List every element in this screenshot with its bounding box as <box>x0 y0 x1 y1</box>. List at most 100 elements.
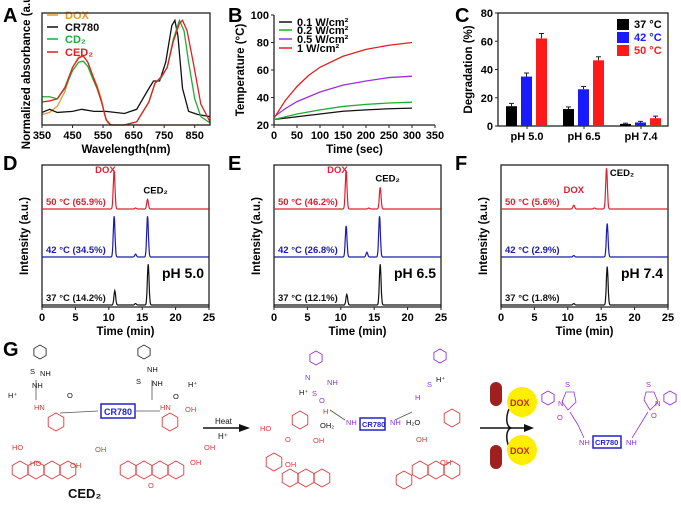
x-axis-label: Time (min) <box>329 326 387 338</box>
ring <box>281 468 299 488</box>
chart-c: pH 5.0 pH 6.5 pH 7.4 37 °C42 °C50 °C 0 20 40 60… <box>463 8 669 143</box>
x-axis-label: Time (min) <box>556 326 614 338</box>
x-tick-label: 20 <box>401 312 413 324</box>
x-axis-label: Time (sec) <box>326 144 383 156</box>
bar <box>593 60 604 126</box>
legend-label: 42 °C <box>634 32 662 44</box>
atom: NH <box>147 365 158 374</box>
atom: H⁺ <box>299 388 308 397</box>
series-line-1 W/cm² <box>273 41 413 119</box>
ring <box>297 468 315 488</box>
series-line-0.1 W/cm² <box>273 107 413 121</box>
atom: OH₂ <box>320 421 334 430</box>
nanorod <box>490 445 502 469</box>
legend-swatch <box>617 45 629 56</box>
chromatogram-trace <box>42 170 209 210</box>
y-tick-label: 20 <box>257 120 269 132</box>
atom: H⁺ <box>436 375 445 384</box>
atom: OH <box>190 458 201 467</box>
bar <box>521 76 532 126</box>
atom: N <box>558 399 563 408</box>
x-tick-label: 5 <box>531 312 537 324</box>
ph-condition-label: pH 7.4 <box>621 265 663 281</box>
x-tick-label: 0 <box>498 312 504 324</box>
ring <box>151 460 169 480</box>
x-tick-label: 5 <box>304 312 310 324</box>
atom: OH <box>95 445 106 454</box>
legend-label: CD₂ <box>65 34 86 46</box>
ring <box>11 460 29 480</box>
legend-label: 0.2 W/cm² <box>297 25 349 37</box>
trace-label: 50 °C (65.9%) <box>46 197 106 208</box>
atom: O <box>319 396 325 405</box>
atom: NH <box>40 369 51 378</box>
bar <box>650 118 661 126</box>
legend-label: 37 °C <box>634 19 662 31</box>
ring <box>411 460 429 480</box>
atom: OH <box>204 443 215 452</box>
dox-label-1: DOX <box>510 398 530 408</box>
atom: O <box>67 391 73 400</box>
panel-label-c: C <box>455 5 469 27</box>
dox-particle <box>507 387 537 417</box>
x-tick-label: 20 <box>628 312 640 324</box>
trace-label: 42 °C (2.9%) <box>505 245 560 256</box>
y-axis-label: Temperature (°C) <box>235 24 247 117</box>
ring <box>541 390 555 406</box>
bar <box>578 89 589 126</box>
plot-frame <box>273 164 442 308</box>
x-tick-label: pH 7.4 <box>624 131 658 143</box>
atom: O <box>557 413 563 422</box>
bonds <box>35 380 413 421</box>
legend-label: CR780 <box>65 22 99 34</box>
x-tick-label: 10 <box>103 312 115 324</box>
y-tick-label: 40 <box>481 65 493 77</box>
x-tick-label: 100 <box>311 130 329 142</box>
y-tick-label: 20 <box>481 93 493 105</box>
arrow-head-2 <box>524 424 534 432</box>
atom: S <box>427 380 432 389</box>
atom: S <box>30 367 35 376</box>
ring <box>43 460 61 480</box>
chromatogram-trace <box>274 264 441 306</box>
atom: OH <box>440 458 451 467</box>
x-tick-label: 750 <box>155 130 173 142</box>
x-tick-label: 250 <box>380 130 398 142</box>
x-tick-label: pH 6.5 <box>567 131 600 143</box>
x-tick-label: 25 <box>435 312 447 324</box>
ring <box>59 460 77 480</box>
bar <box>635 122 646 126</box>
trace-label: 37 °C (12.1%) <box>278 293 338 304</box>
chromatogram-trace <box>42 216 209 258</box>
ced-peak-label: CED₂ <box>375 173 399 184</box>
x-tick-label: 550 <box>94 130 112 142</box>
y-axis-label: Intensity (a.u.) <box>478 197 490 275</box>
panel-label-f: F <box>455 153 467 175</box>
atom: N <box>655 399 660 408</box>
trace-label: 50 °C (5.6%) <box>505 197 560 208</box>
cr780-box-3 <box>592 435 622 449</box>
legend-swatch <box>617 19 629 30</box>
y-axis-label: Intensity (a.u.) <box>251 197 263 275</box>
panel-label-d: D <box>3 153 17 175</box>
panel-label-b: B <box>228 5 242 27</box>
panel-label-e: E <box>228 153 241 175</box>
dox-particle <box>507 435 537 465</box>
x-tick-label: 25 <box>662 312 674 324</box>
x-tick-label: 450 <box>63 130 81 142</box>
y-tick-label: 100 <box>251 10 269 22</box>
atom: S <box>312 389 317 398</box>
ring <box>119 460 137 480</box>
x-tick-label: 350 <box>33 130 51 142</box>
plot-frame <box>41 164 210 308</box>
atom: OH <box>313 436 324 445</box>
nanorod <box>490 382 502 406</box>
x-tick-label: 15 <box>136 312 148 324</box>
atom: NH <box>390 418 401 427</box>
x-tick-label: 50 <box>291 130 303 142</box>
ring <box>309 350 323 366</box>
atom: HO <box>30 459 41 468</box>
chromatogram-trace <box>501 266 668 306</box>
heat-label: Heat <box>215 417 233 426</box>
